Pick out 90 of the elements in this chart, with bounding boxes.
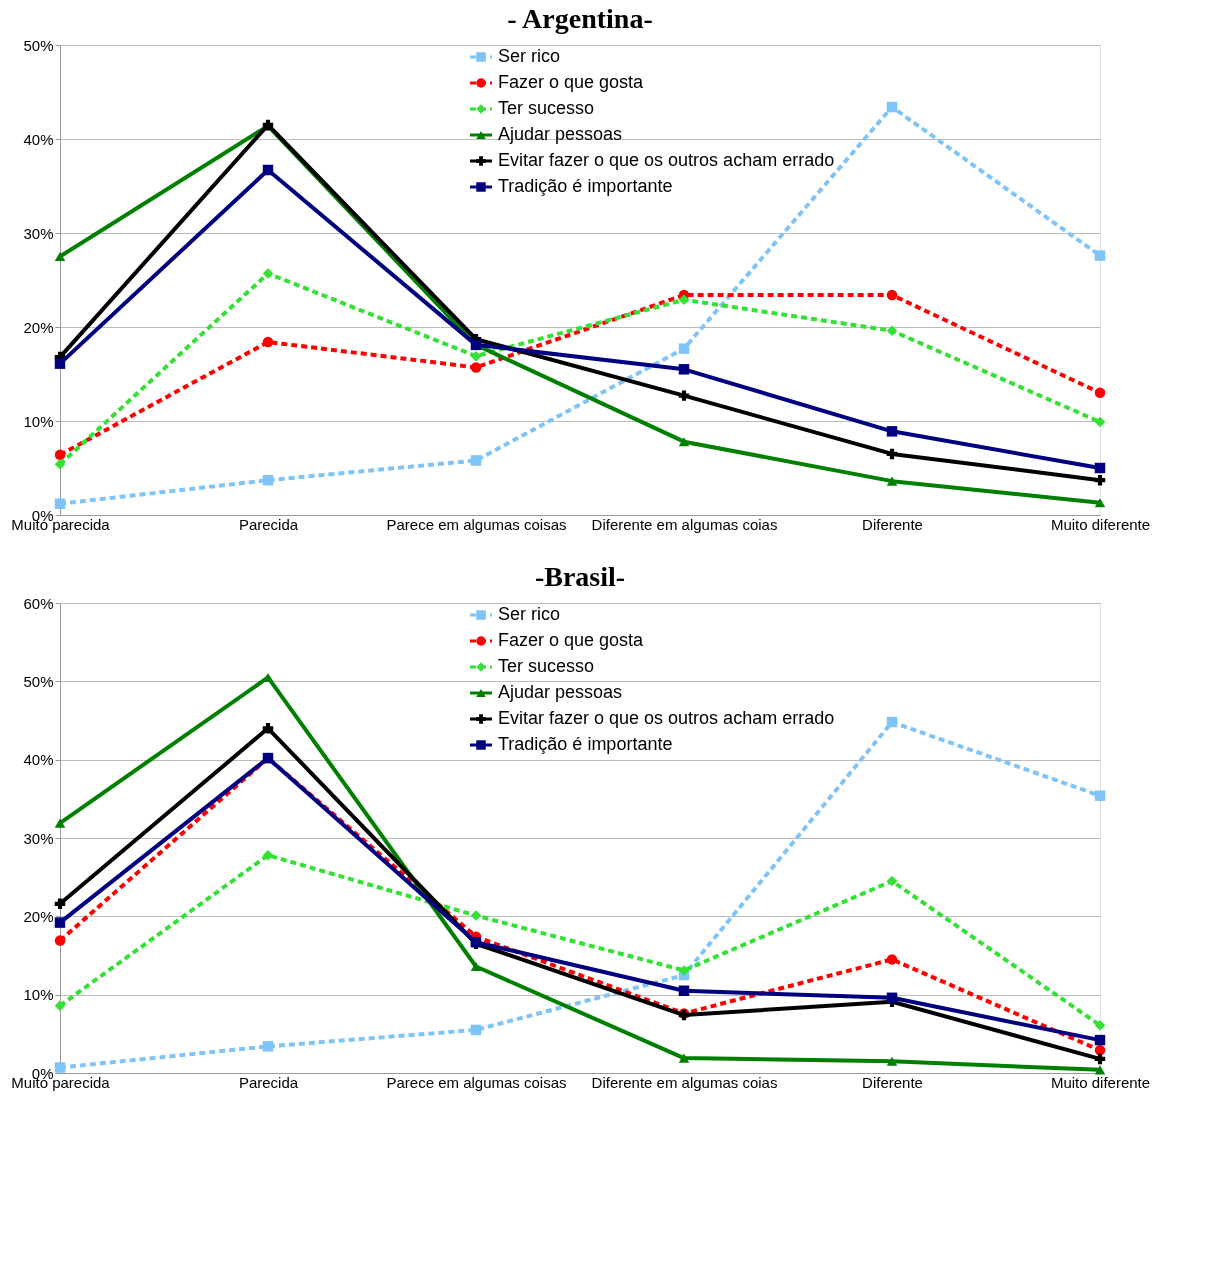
legend-label: Ter sucesso	[498, 98, 595, 118]
point	[1094, 1019, 1106, 1031]
point	[886, 325, 898, 336]
y-tick-label: 20%	[23, 318, 54, 336]
point	[1094, 387, 1106, 399]
legend-label: Ajudar pessoas	[498, 124, 623, 144]
y-tick-label: 50%	[23, 672, 54, 690]
y-tick-label: 50%	[23, 36, 54, 54]
point	[1094, 1045, 1106, 1056]
legend-label: Tradição é importante	[498, 176, 673, 196]
x-tick-label: Parecida	[238, 515, 299, 533]
legend-label: Evitar fazer o que os outros acham errado	[498, 150, 835, 170]
point	[54, 818, 66, 828]
y-tick-label: 10%	[23, 412, 54, 430]
point	[470, 362, 482, 373]
point	[1094, 498, 1106, 508]
x-tick-label: Muito diferente	[1050, 1073, 1151, 1091]
y-tick-label: 40%	[23, 130, 54, 148]
y-tick-label: 30%	[23, 829, 54, 847]
point	[262, 474, 274, 486]
y-tick-label: 30%	[23, 224, 54, 242]
point	[886, 875, 898, 887]
point	[1094, 416, 1106, 428]
point	[678, 965, 690, 976]
point	[54, 935, 66, 946]
y-tick-label: 40%	[23, 751, 54, 769]
point	[470, 350, 482, 362]
point	[1094, 1053, 1106, 1065]
point	[54, 1000, 66, 1011]
point	[1094, 474, 1106, 486]
point	[470, 455, 482, 466]
point	[678, 1053, 690, 1063]
x-tick-label: Diferente	[862, 1073, 923, 1091]
point	[678, 390, 690, 401]
legend-label: Ajudar pessoas	[498, 682, 623, 702]
point	[262, 164, 274, 176]
point	[54, 459, 66, 470]
chart-title: - Argentina-	[507, 3, 653, 34]
point	[886, 476, 898, 486]
x-tick-label: Parece em algumas coisas	[386, 1073, 567, 1091]
legend-label: Ser rico	[498, 46, 561, 66]
legend-label: Ser rico	[498, 604, 561, 624]
point	[262, 1041, 274, 1052]
y-tick-label: 60%	[23, 594, 54, 612]
legend-label: Fazer o que gosta	[498, 72, 645, 92]
point	[886, 1056, 898, 1066]
point	[262, 268, 274, 279]
point	[678, 364, 690, 375]
point	[470, 910, 482, 921]
point	[678, 437, 690, 447]
point	[1094, 790, 1106, 801]
point	[886, 954, 898, 965]
point	[1094, 1065, 1106, 1075]
point	[886, 716, 898, 728]
chart-title: -Brasil-	[534, 561, 626, 592]
y-tick-label: 10%	[23, 986, 54, 1004]
point	[1094, 462, 1106, 474]
point	[54, 358, 66, 369]
point	[54, 917, 66, 928]
x-tick-label: Parece em algumas coisas	[386, 515, 567, 533]
point	[470, 1024, 482, 1036]
point	[678, 343, 690, 354]
x-tick-label: Diferente em algumas coias	[591, 1073, 778, 1091]
point	[886, 992, 898, 1004]
point	[1094, 1034, 1106, 1046]
y-tick-label: 20%	[23, 907, 54, 925]
point	[1094, 250, 1106, 261]
x-tick-label: Diferente em algumas coias	[591, 515, 778, 533]
point	[886, 101, 898, 113]
point	[54, 251, 66, 262]
x-tick-label: Muito diferente	[1050, 515, 1151, 533]
legend-label: Evitar fazer o que os outros acham errado	[498, 708, 835, 728]
point	[54, 1062, 66, 1073]
legend-label: Fazer o que gosta	[498, 630, 645, 650]
legend-label: Tradição é importante	[498, 734, 673, 754]
point	[886, 426, 898, 437]
point	[54, 498, 66, 509]
point	[262, 723, 274, 734]
point	[262, 849, 274, 861]
point	[886, 448, 898, 460]
point	[470, 961, 482, 972]
x-tick-label: Parecida	[238, 1073, 299, 1091]
legend-label: Ter sucesso	[498, 656, 595, 676]
point	[54, 898, 66, 910]
point	[262, 336, 274, 348]
point	[54, 449, 66, 461]
point	[678, 294, 690, 305]
point	[886, 289, 898, 301]
x-tick-label: Diferente	[862, 515, 923, 533]
point	[678, 985, 690, 996]
